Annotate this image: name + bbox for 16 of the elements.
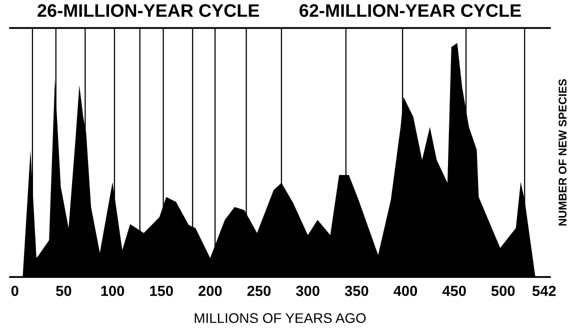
x-tick-label: 450	[442, 286, 466, 296]
x-tick-label: 200	[198, 286, 222, 296]
x-tick-label: 150	[150, 286, 173, 296]
x-tick-label: 250	[247, 286, 271, 296]
x-tick-label: 542	[532, 286, 556, 296]
x-tick-label: 100	[101, 286, 124, 296]
text: 62-MILLION-YEAR CYCLE	[300, 4, 521, 17]
x-tick-label: 400	[394, 286, 418, 296]
text: 26-MILLION-YEAR CYCLE	[38, 4, 259, 17]
y-axis-title: NUMBER OF NEW SPECIES	[558, 79, 566, 226]
x-tick-label: 50	[56, 286, 72, 296]
x-axis-title: MILLIONS OF YEARS AGO	[194, 313, 366, 324]
x-tick-label: 500	[491, 286, 515, 296]
x-tick-label: 350	[344, 286, 368, 296]
x-tick-label: 0	[11, 286, 18, 296]
x-tick-label: 300	[296, 286, 320, 296]
